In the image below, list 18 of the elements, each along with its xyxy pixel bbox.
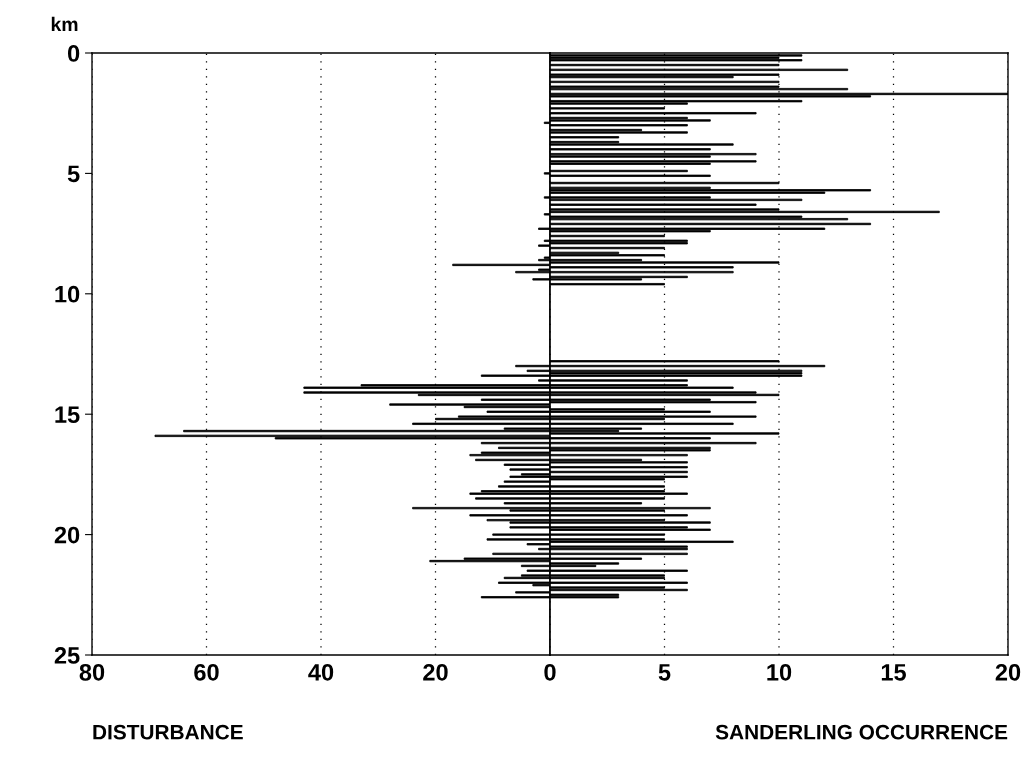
x-tick-label: 80 bbox=[79, 663, 105, 681]
x-tick-label: 20 bbox=[423, 663, 448, 681]
x-tick-label: 0 bbox=[544, 663, 556, 681]
y-tick-label: 15 bbox=[55, 406, 80, 423]
x-axis-title: SANDERLING OCCURRENCE bbox=[715, 724, 1008, 740]
y-tick-label: 25 bbox=[54, 647, 80, 664]
y-tick-label: 10 bbox=[55, 285, 80, 303]
x-tick-label: 15 bbox=[881, 664, 906, 681]
x-tick-label: 5 bbox=[658, 664, 671, 681]
x-tick-label: 10 bbox=[767, 663, 792, 681]
x-tick-label: 20 bbox=[995, 663, 1021, 681]
y-tick-label: 0 bbox=[68, 45, 80, 62]
y-tick-label: 20 bbox=[54, 526, 80, 544]
y-tick-label: 5 bbox=[67, 165, 80, 183]
x-tick-label: 40 bbox=[308, 663, 334, 681]
x-tick-label: 60 bbox=[194, 663, 219, 681]
y-axis-title: km bbox=[51, 16, 78, 31]
x-axis-title: DISTURBANCE bbox=[93, 724, 243, 740]
